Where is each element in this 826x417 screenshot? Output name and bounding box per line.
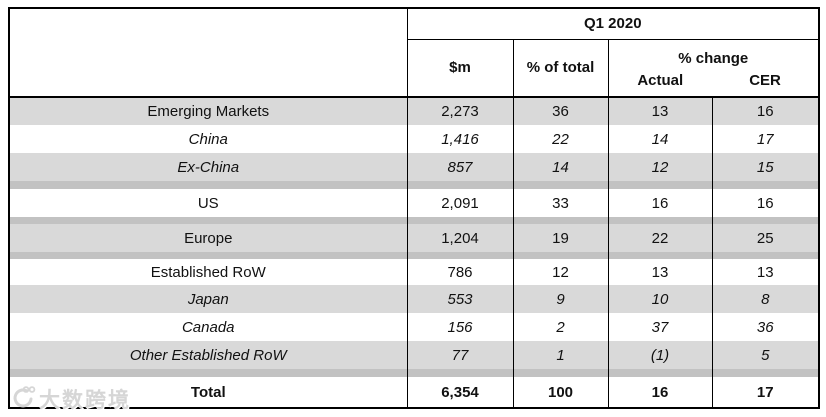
region-cell: Other Established RoW xyxy=(9,341,407,369)
table-row-japan: Japan 553 9 10 8 xyxy=(9,285,820,313)
cer-change-cell: 13 xyxy=(711,259,820,285)
amount-cell: 1,204 xyxy=(406,224,513,252)
pct-change-group-header: % change xyxy=(678,50,749,67)
pct-of-total-cell: 12 xyxy=(512,259,608,285)
region-cell: Japan xyxy=(9,285,407,313)
pct-of-total-cell: 1 xyxy=(512,341,608,369)
table-row-total: Total 6,354 100 16 17 xyxy=(9,377,820,408)
regional-revenue-table: Q1 2020 $m % of total % change Actual CE… xyxy=(8,7,821,409)
pct-of-total-cell: 9 xyxy=(512,285,608,313)
actual-change-cell: (1) xyxy=(607,341,712,369)
cer-change-cell: 5 xyxy=(711,341,820,369)
amount-cell: 1,416 xyxy=(406,125,513,153)
total-cer-change-cell: 17 xyxy=(711,377,820,408)
total-label-cell: Total xyxy=(9,377,407,408)
table-row-canada: Canada 156 2 37 36 xyxy=(9,313,820,341)
pct-of-total-cell: 2 xyxy=(512,313,608,341)
period-header: Q1 2020 xyxy=(407,8,820,40)
group-separator xyxy=(9,369,820,377)
total-actual-change-cell: 16 xyxy=(607,377,712,408)
corner-cell xyxy=(9,8,408,98)
pct-of-total-cell: 14 xyxy=(512,153,608,181)
region-cell: US xyxy=(9,189,407,217)
region-cell: Europe xyxy=(9,224,407,252)
group-separator xyxy=(9,181,820,189)
cer-change-cell: 25 xyxy=(711,224,820,252)
group-separator xyxy=(9,217,820,224)
amount-cell: 553 xyxy=(406,285,513,313)
region-cell: Emerging Markets xyxy=(9,97,407,125)
header-row-change-split: Actual CER xyxy=(9,69,820,98)
group-separator xyxy=(9,252,820,259)
amount-cell: 857 xyxy=(406,153,513,181)
actual-change-cell: 37 xyxy=(607,313,712,341)
table-row-china: China 1,416 22 14 17 xyxy=(9,125,820,153)
actual-change-cell: 13 xyxy=(607,259,712,285)
table-row-established-row: Established RoW 786 12 13 13 xyxy=(9,259,820,285)
cer-change-cell: 8 xyxy=(711,285,820,313)
total-pct-of-total-cell: 100 xyxy=(512,377,608,408)
actual-change-cell: 10 xyxy=(607,285,712,313)
actual-change-cell: 12 xyxy=(607,153,712,181)
cer-change-cell: 36 xyxy=(711,313,820,341)
header-row-period: Q1 2020 xyxy=(9,8,820,98)
amount-column-header: $m xyxy=(407,39,514,98)
table-row-us: US 2,091 33 16 16 xyxy=(9,189,820,217)
region-cell: Established RoW xyxy=(9,259,407,285)
actual-change-cell: 13 xyxy=(607,97,712,125)
cer-change-cell: 15 xyxy=(711,153,820,181)
pct-of-total-cell: 22 xyxy=(512,125,608,153)
actual-column-header: Actual xyxy=(607,69,712,98)
pct-of-total-column-header: % of total xyxy=(513,39,609,98)
cer-change-cell: 16 xyxy=(711,97,820,125)
actual-change-cell: 14 xyxy=(607,125,712,153)
table-row-emerging-markets: Emerging Markets 2,273 36 13 16 xyxy=(9,97,820,125)
amount-cell: 77 xyxy=(406,341,513,369)
header-row-columns: $m % of total % change xyxy=(9,39,819,98)
pct-of-total-cell: 33 xyxy=(512,189,608,217)
amount-cell: 786 xyxy=(406,259,513,285)
table-row-europe: Europe 1,204 19 22 25 xyxy=(9,224,820,252)
region-cell: China xyxy=(9,125,407,153)
pct-of-total-cell: 36 xyxy=(512,97,608,125)
pct-of-total-cell: 19 xyxy=(512,224,608,252)
actual-change-cell: 22 xyxy=(607,224,712,252)
actual-change-cell: 16 xyxy=(607,189,712,217)
region-cell: Ex-China xyxy=(9,153,407,181)
total-amount-cell: 6,354 xyxy=(406,377,513,408)
table-row-other-established-row: Other Established RoW 77 1 (1) 5 xyxy=(9,341,820,369)
cer-column-header: CER xyxy=(712,69,820,98)
region-cell: Canada xyxy=(9,313,407,341)
amount-cell: 2,273 xyxy=(406,97,513,125)
table-row-ex-china: Ex-China 857 14 12 15 xyxy=(9,153,820,181)
amount-cell: 156 xyxy=(406,313,513,341)
cer-change-cell: 17 xyxy=(711,125,820,153)
amount-cell: 2,091 xyxy=(406,189,513,217)
cer-change-cell: 16 xyxy=(711,189,820,217)
